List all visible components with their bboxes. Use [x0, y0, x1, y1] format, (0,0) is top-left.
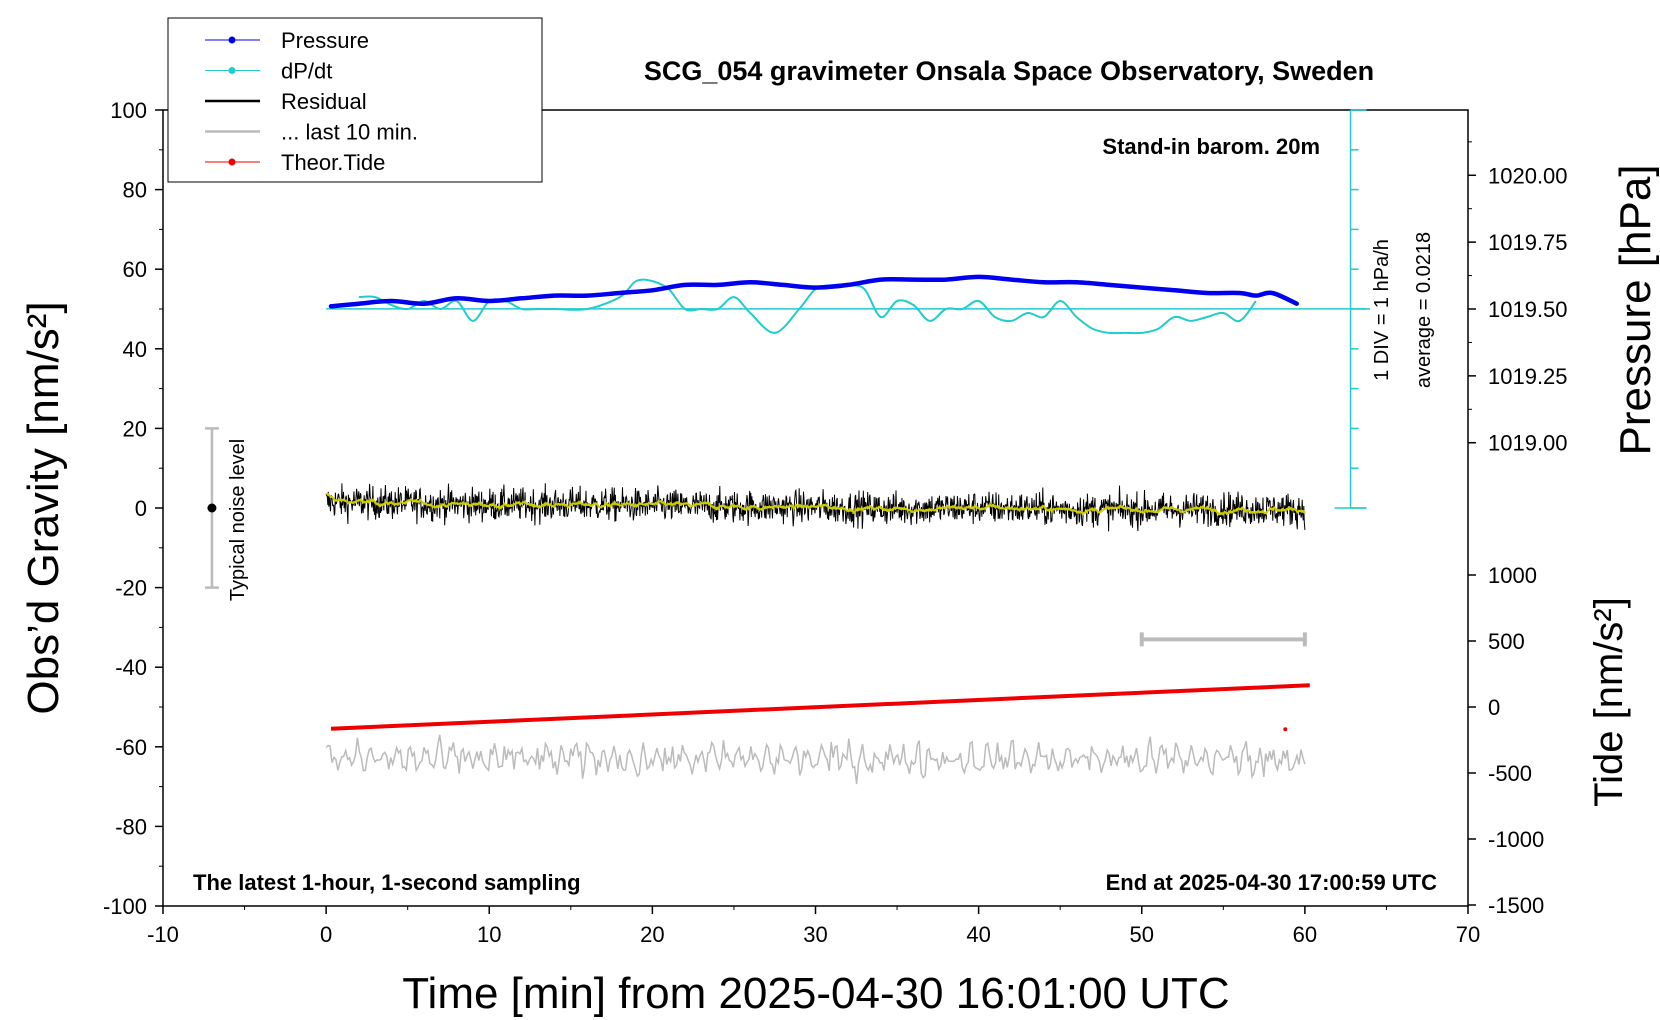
legend-entry-label: Residual	[281, 89, 367, 114]
x-axis: -10 0 10 20 30 40 50 60 70	[147, 906, 1480, 947]
pressure-tick-label: 1019.25	[1488, 364, 1568, 389]
x-tick-label: 30	[803, 922, 827, 947]
y-axis-tide: 1000 500 0 -500 -1000 -1500	[1468, 563, 1544, 918]
series-layer	[325, 274, 1371, 785]
y-left-tick-label: 100	[110, 98, 147, 123]
x-tick-label: 50	[1130, 922, 1154, 947]
chart-title: SCG_054 gravimeter Onsala Space Observat…	[644, 56, 1374, 86]
y-left-tick-label: 40	[123, 337, 147, 362]
pressure-tick-label: 1020.00	[1488, 163, 1568, 188]
y-left-tick-label: 20	[123, 416, 147, 441]
noise-level-label: Typical noise level	[227, 439, 249, 601]
y-axis-left: 100 80 60 40 20 0 -20 -40 -60 -80 -100	[103, 98, 163, 919]
pressure-tick-label: 1019.50	[1488, 297, 1568, 322]
series-last10	[325, 734, 1306, 785]
tide-tick-label: -1500	[1488, 893, 1544, 918]
x-tick-label: 60	[1293, 922, 1317, 947]
barometer-annotation: Stand-in barom. 20m	[1102, 134, 1320, 159]
tide-tick-label: -500	[1488, 761, 1532, 786]
x-tick-label: 40	[966, 922, 990, 947]
y-axis-left-label: Obs’d Gravity [nm/s²]	[19, 301, 68, 714]
legend-entry-label: dP/dt	[281, 59, 332, 84]
series-theor-tide	[330, 683, 1310, 731]
legend-swatch-dot	[228, 67, 236, 74]
y-left-tick-label: -40	[115, 655, 147, 680]
tide-tick-label: 1000	[1488, 563, 1537, 588]
y-left-tick-label: 80	[123, 178, 147, 203]
legend-swatch-dot	[228, 158, 236, 166]
legend-entry-label: Theor.Tide	[281, 150, 385, 175]
x-tick-label: 0	[320, 922, 332, 947]
y-axis-pressure-label: Pressure [hPa]	[1611, 164, 1660, 455]
tide-tick-label: -1000	[1488, 827, 1544, 852]
legend-swatch-dot	[228, 36, 236, 44]
series-residual-smoothed	[325, 492, 1306, 517]
y-left-tick-label: -20	[115, 576, 147, 601]
legend-entry-label: Pressure	[281, 28, 369, 53]
tide-tick-label: 500	[1488, 629, 1525, 654]
y-left-tick-label: -80	[115, 814, 147, 839]
legend: Pressure dP/dt Residual ... last 10 min. The…	[167, 17, 543, 183]
x-tick-label: 70	[1456, 922, 1480, 947]
x-axis-label: Time [min] from 2025-04-30 16:01:00 UTC	[402, 969, 1229, 1018]
sampling-annotation: The latest 1-hour, 1-second sampling	[193, 870, 581, 895]
noise-level-indicator: Typical noise level	[204, 427, 249, 601]
y-axis-pressure: 1020.00 1019.75 1019.50 1019.25 1019.00	[1468, 141, 1568, 456]
tide-marker-dot	[1283, 727, 1288, 732]
end-time-annotation: End at 2025-04-30 17:00:59 UTC	[1106, 870, 1437, 895]
series-pressure	[328, 274, 1299, 309]
div-note-annotation: 1 DIV = 1 hPa/h	[1371, 239, 1393, 381]
noise-level-center-dot	[207, 503, 217, 513]
pressure-tick-label: 1019.75	[1488, 230, 1568, 255]
x-tick-label: -10	[147, 922, 179, 947]
x-tick-label: 20	[640, 922, 664, 947]
average-annotation: average = 0.0218	[1413, 232, 1435, 388]
pressure-tick-label: 1019.00	[1488, 431, 1568, 456]
y-left-tick-label: 60	[123, 257, 147, 282]
y-left-tick-label: -100	[103, 894, 147, 919]
last10-window-indicator	[1139, 632, 1307, 647]
y-left-tick-label: -60	[115, 735, 147, 760]
x-tick-label: 10	[477, 922, 501, 947]
legend-entry-label: ... last 10 min.	[281, 120, 418, 145]
tide-tick-label: 0	[1488, 695, 1500, 720]
y-axis-tide-label: Tide [nm/s²]	[1587, 597, 1631, 807]
y-left-tick-label: 0	[135, 496, 147, 521]
